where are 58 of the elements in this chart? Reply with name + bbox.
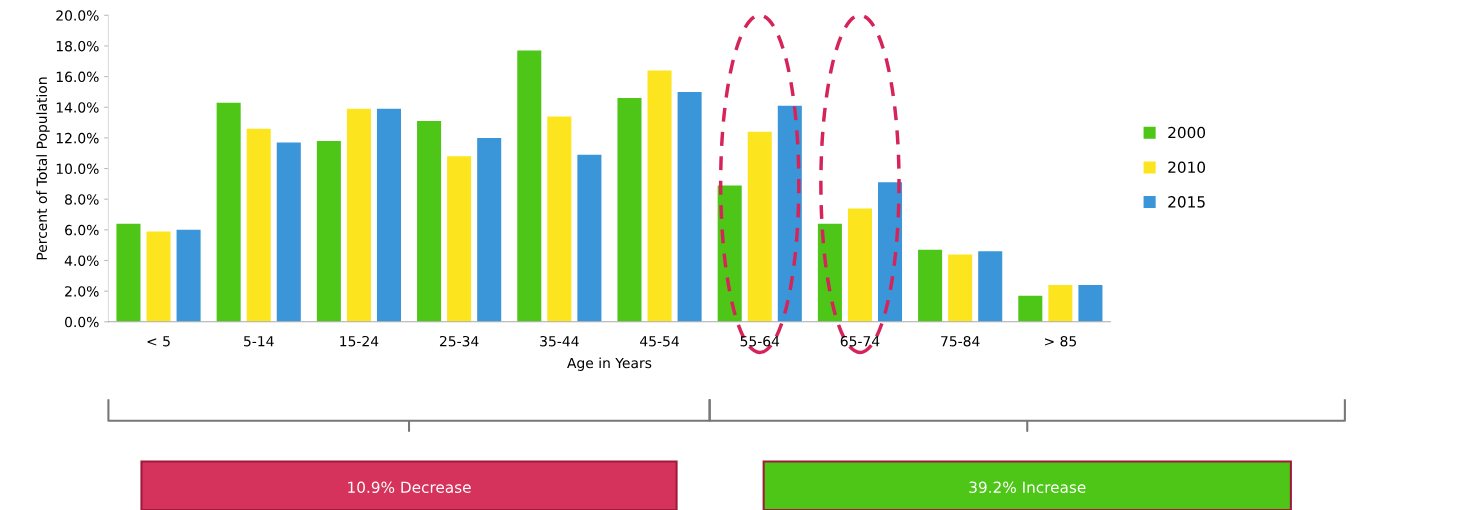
x-tick-label: 45-54 [640,336,679,347]
x-tick-label: 75-84 [941,335,980,347]
y-tick-label: 0.0% [65,316,99,328]
legend-label: 2015 [1168,196,1205,208]
bar [447,156,472,322]
text: 10.9% Decrease [348,481,471,494]
y-tick-label: 14.0% [56,102,99,113]
bar [246,128,271,322]
legend-label: 2000 [1168,126,1206,139]
y-tick-label: 6.0% [65,224,99,236]
bar [617,98,642,322]
bar [346,108,371,322]
bar [677,91,702,322]
x-tick-label: 35-44 [540,335,579,347]
bar [577,154,602,322]
bar [116,223,141,322]
bar [417,121,442,322]
bar [276,142,301,322]
y-tick-label: 2.0% [65,286,99,297]
bar [216,102,241,322]
y-tick-label: 4.0% [64,255,99,266]
x-tick-label: 5-14 [244,336,274,347]
y-tick-label: 18.0% [56,40,99,52]
y-tick-label: 10.0% [56,163,99,175]
bar [547,116,572,322]
bar [747,131,772,322]
bar [978,251,1003,322]
legend-label: 2010 [1168,161,1206,173]
bar [817,223,842,322]
y-tick-label: 8.0% [65,194,99,205]
bar [1078,285,1103,322]
x-tick-label: 25-34 [439,335,479,347]
text: 39.2% Increase [969,481,1086,494]
x-tick-label: < 5 [147,336,170,347]
x-axis-title: Age in Years [567,357,652,371]
bar [477,137,502,322]
x-tick-label: 65-74 [840,335,880,347]
bar [316,140,341,322]
bar [517,50,542,322]
y-axis-title: Percent of Total Population [36,77,50,260]
bar [877,182,903,322]
bar [948,254,973,322]
bar [146,231,171,322]
y-tick-label: 20.0% [56,10,99,21]
bar [847,208,872,322]
bar [717,185,742,322]
x-tick-label: 15-24 [340,335,379,347]
bar [376,108,402,322]
x-tick-label: 55-64 [740,335,780,347]
bar [1018,295,1043,322]
y-tick-label: 12.0% [56,132,99,144]
x-tick-label: > 85 [1044,335,1077,347]
y-tick-label: 16.0% [56,71,99,83]
bar [1048,285,1073,322]
bar [918,249,943,322]
bar [777,105,802,322]
bar [647,70,672,322]
bar [176,229,201,322]
